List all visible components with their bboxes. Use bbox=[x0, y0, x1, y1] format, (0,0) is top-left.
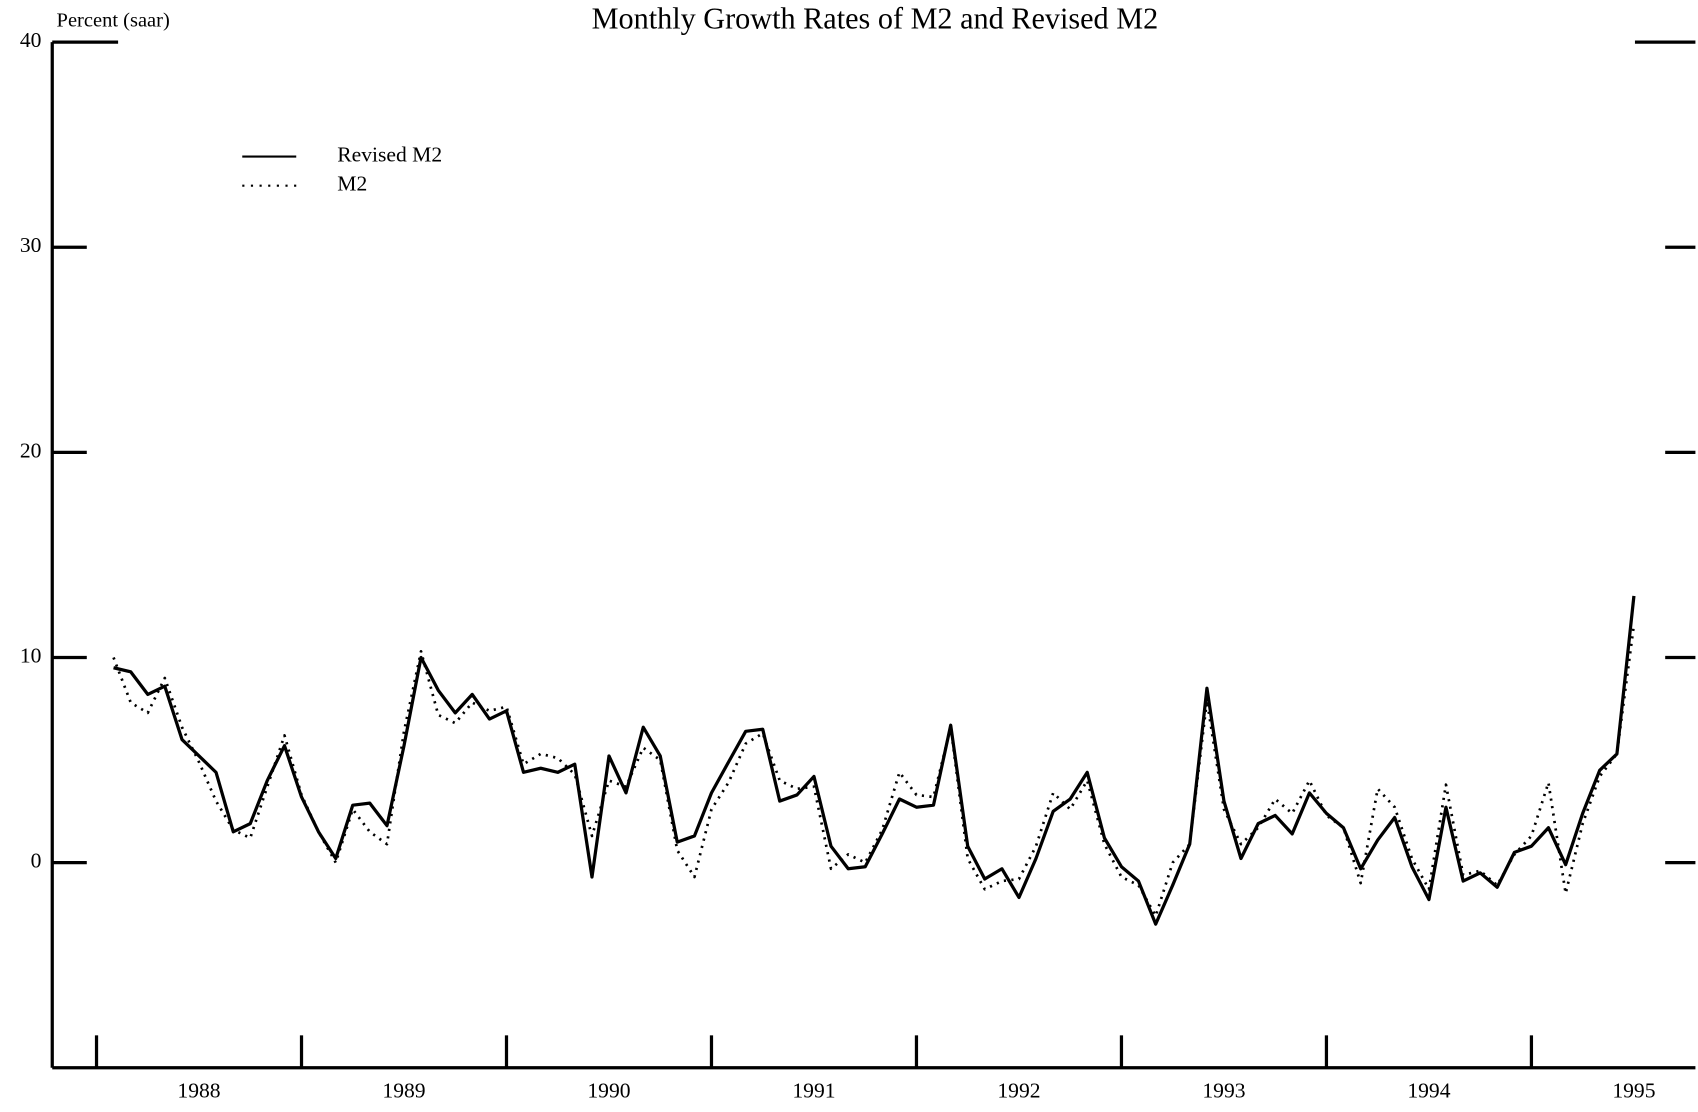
chart-title: Monthly Growth Rates of M2 and Revised M… bbox=[592, 2, 1159, 36]
legend-label: Revised M2 bbox=[337, 142, 442, 166]
x-tick-label: 1992 bbox=[997, 1079, 1040, 1103]
x-tick-label: 1990 bbox=[587, 1079, 630, 1103]
y-tick-label: 20 bbox=[20, 438, 42, 462]
y-tick-label: 30 bbox=[20, 233, 42, 257]
x-tick-label: 1989 bbox=[382, 1079, 425, 1103]
legend-label: M2 bbox=[337, 172, 367, 196]
y-tick-label: 10 bbox=[20, 643, 42, 667]
series-line bbox=[113, 595, 1636, 926]
x-tick-label: 1991 bbox=[792, 1079, 835, 1103]
y-tick-label: 0 bbox=[31, 849, 42, 873]
x-tick-label: 1995 bbox=[1612, 1079, 1655, 1103]
x-tick-label: 1988 bbox=[177, 1079, 220, 1103]
x-tick-label: 1994 bbox=[1407, 1079, 1450, 1103]
y-tick-label: 40 bbox=[20, 28, 42, 52]
x-tick-label: 1993 bbox=[1202, 1079, 1245, 1103]
y-axis-label: Percent (saar) bbox=[57, 9, 170, 31]
series-line bbox=[112, 624, 1636, 918]
